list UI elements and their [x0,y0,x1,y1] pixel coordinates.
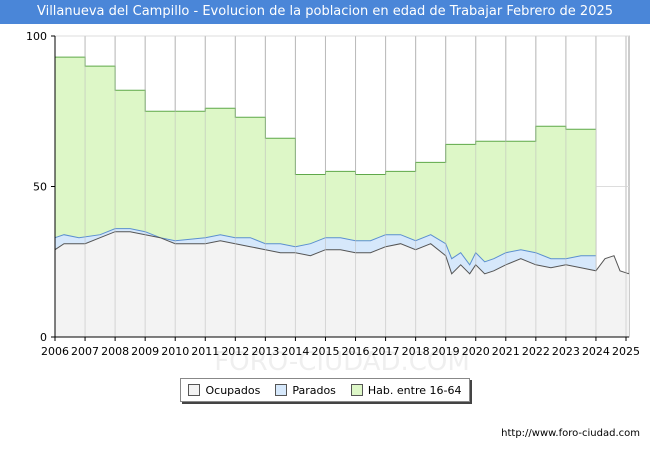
legend-item-hab: Hab. entre 16-64 [350,383,462,397]
legend-swatch-ocupados [188,384,201,396]
legend: Ocupados Parados Hab. entre 16-64 [180,378,470,402]
x-tick-label-2021: 2021 [492,345,520,358]
legend-swatch-parados [275,384,288,396]
x-tick-label-2007: 2007 [71,345,99,358]
x-tick-label-2006: 2006 [41,345,69,358]
x-tick-label-2009: 2009 [131,345,159,358]
area-ocupados [55,231,629,337]
legend-label-ocupados: Ocupados [205,383,261,397]
x-tick-label-2011: 2011 [191,345,219,358]
x-tick-label-2015: 2015 [311,345,339,358]
x-tick-label-2022: 2022 [522,345,550,358]
x-tick-label-2025: 2025 [612,345,640,358]
y-tick-label-100: 100 [26,30,47,43]
x-tick-label-2019: 2019 [432,345,460,358]
x-tick-label-2010: 2010 [161,345,189,358]
x-tick-label-2008: 2008 [101,345,129,358]
legend-item-ocupados: Ocupados [188,384,260,397]
y-tick-label-0: 0 [40,331,47,344]
legend-swatch-hab [350,384,363,396]
source-link[interactable]: http://www.foro-ciudad.com [501,428,640,439]
legend-label-hab: Hab. entre 16-64 [367,383,462,397]
x-tick-label-2014: 2014 [281,345,309,358]
x-tick-label-2012: 2012 [221,345,249,358]
x-tick-label-2024: 2024 [582,345,610,358]
x-tick-label-2023: 2023 [552,345,580,358]
x-tick-label-2016: 2016 [342,345,370,358]
y-tick-label-50: 50 [33,181,47,194]
line-ocupados [54,231,630,275]
legend-label-parados: Parados [292,383,336,397]
x-tick-label-2018: 2018 [402,345,430,358]
x-tick-label-2020: 2020 [462,345,490,358]
legend-item-parados: Parados [275,384,336,397]
x-tick-label-2013: 2013 [251,345,279,358]
title-bar: Villanueva del Campillo - Evolucion de l… [0,0,650,24]
chart-title: Villanueva del Campillo - Evolucion de l… [36,4,614,19]
x-tick-label-2017: 2017 [372,345,400,358]
watermark: FORO-CIUDAD.COM [214,347,470,377]
